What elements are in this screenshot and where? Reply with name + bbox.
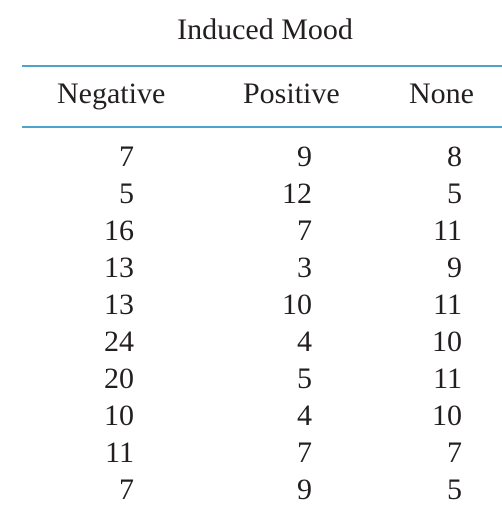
header-rule: [22, 126, 502, 128]
table-title: Induced Mood: [177, 13, 353, 46]
top-rule: [22, 65, 502, 67]
table-cell: 11: [433, 288, 462, 321]
table-cell: 12: [282, 177, 312, 210]
table-cell: 8: [447, 140, 462, 173]
table-cell: 16: [104, 214, 134, 247]
table-cell: 5: [297, 362, 312, 395]
table-cell: 11: [433, 214, 462, 247]
table-cell: 10: [104, 399, 134, 432]
column-positive: 9 12 7 3 10 4 5 4 7 9: [270, 138, 312, 508]
column-header-none: None: [409, 77, 474, 110]
table-cell: 10: [432, 325, 462, 358]
table-cell: 5: [447, 177, 462, 210]
table-cell: 5: [119, 177, 134, 210]
column-none: 8 5 11 9 11 10 11 10 7 5: [420, 138, 462, 508]
column-negative: 7 5 16 13 13 24 20 10 11 7: [92, 138, 134, 508]
table-cell: 9: [297, 140, 312, 173]
table-cell: 24: [104, 325, 134, 358]
table-cell: 4: [297, 399, 312, 432]
table-cell: 9: [297, 473, 312, 506]
table-cell: 5: [447, 473, 462, 506]
table-cell: 4: [297, 325, 312, 358]
column-header-positive: Positive: [243, 77, 340, 110]
table-cell: 7: [119, 140, 134, 173]
table-cell: 7: [297, 214, 312, 247]
table-cell: 13: [104, 288, 134, 321]
table-cell: 13: [104, 251, 134, 284]
table-cell: 3: [297, 251, 312, 284]
table-cell: 11: [433, 362, 462, 395]
table-cell: 7: [447, 436, 462, 469]
table-cell: 7: [297, 436, 312, 469]
table-cell: 10: [282, 288, 312, 321]
table-cell: 9: [447, 251, 462, 284]
table-cell: 7: [119, 473, 134, 506]
column-header-negative: Negative: [57, 77, 166, 110]
table-cell: 11: [105, 436, 134, 469]
table-cell: 20: [104, 362, 134, 395]
table-cell: 10: [432, 399, 462, 432]
